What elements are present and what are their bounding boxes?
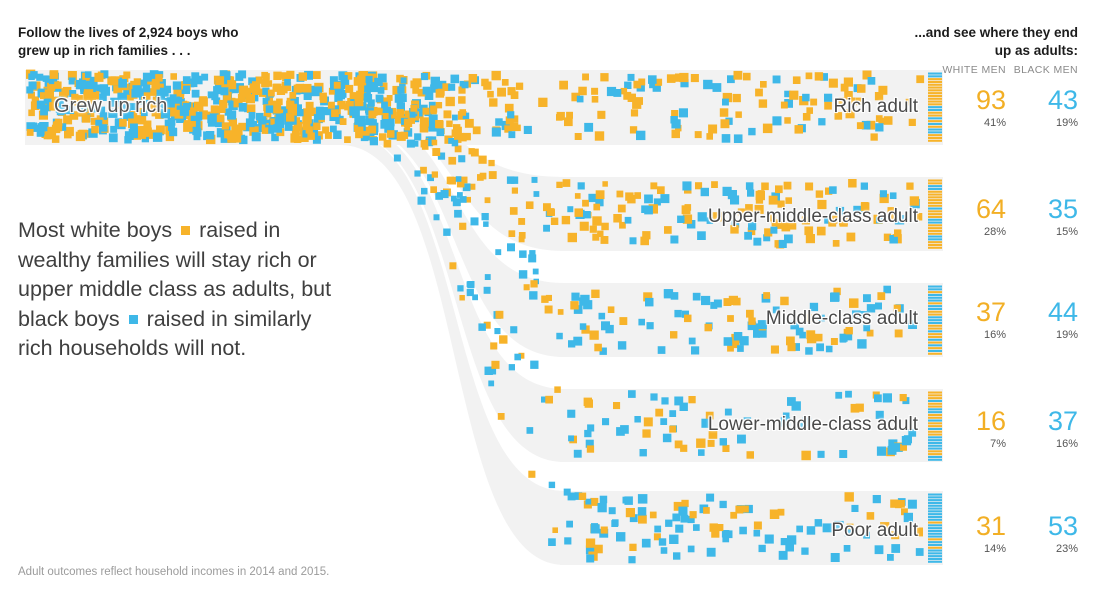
stat-white: 37 16% bbox=[940, 297, 1006, 342]
black-men-header: BLACK MEN bbox=[1013, 64, 1078, 76]
black-count: 35 bbox=[1047, 194, 1078, 224]
annotation-text: Most white boys raised in wealthy famili… bbox=[18, 216, 340, 364]
black-percent: 23% bbox=[1055, 543, 1078, 555]
stat-black: 53 23% bbox=[1010, 511, 1078, 556]
white-count: 64 bbox=[975, 194, 1006, 224]
black-count: 53 bbox=[1047, 511, 1078, 541]
band-label-upper-middle: Upper-middle-class adult bbox=[707, 206, 918, 227]
stat-row-lower-middle: 16 7% 37 16% bbox=[940, 406, 1080, 451]
white-count: 31 bbox=[975, 511, 1006, 541]
annotation-part2: raised in wealthy families will stay ric… bbox=[18, 218, 332, 331]
stat-white: 31 14% bbox=[940, 511, 1006, 556]
stat-black: 37 16% bbox=[1010, 406, 1078, 451]
stat-white: 64 28% bbox=[940, 194, 1006, 239]
stat-row-upper-middle: 64 28% 35 15% bbox=[940, 194, 1080, 239]
white-count: 93 bbox=[975, 85, 1006, 115]
white-count: 37 bbox=[975, 297, 1006, 327]
band-label-lower-middle: Lower-middle-class adult bbox=[707, 414, 918, 435]
stat-black: 44 19% bbox=[1010, 297, 1078, 342]
band-label-rich: Rich adult bbox=[833, 96, 919, 117]
band-label-poor: Poor adult bbox=[831, 520, 918, 541]
white-percent: 41% bbox=[983, 117, 1006, 129]
people-dots bbox=[26, 69, 925, 564]
white-men-header: WHITE MEN bbox=[942, 64, 1006, 76]
stat-black: 43 19% bbox=[1010, 85, 1078, 130]
black-count: 43 bbox=[1047, 85, 1078, 115]
white-boys-swatch-icon bbox=[181, 226, 191, 235]
chart-outro-line1: ...and see where they end bbox=[914, 25, 1078, 40]
black-percent: 19% bbox=[1055, 117, 1078, 129]
stat-white: 93 41% bbox=[940, 85, 1006, 130]
white-percent: 16% bbox=[983, 329, 1006, 341]
chart-intro-line1: Follow the lives of 2,924 boys who bbox=[18, 25, 239, 40]
stat-black: 35 15% bbox=[1010, 194, 1078, 239]
origin-band-label: Grew up rich bbox=[54, 95, 168, 117]
black-percent: 19% bbox=[1055, 329, 1078, 341]
stat-row-middle: 37 16% 44 19% bbox=[940, 297, 1080, 342]
black-boys-swatch-icon bbox=[128, 314, 138, 324]
chart-intro-line2: grew up in rich families . . . bbox=[18, 43, 191, 58]
black-percent: 16% bbox=[1055, 438, 1078, 450]
chart-intro: Follow the lives of 2,924 boys who grew … bbox=[18, 24, 239, 60]
white-percent: 14% bbox=[983, 543, 1006, 555]
flow-connectors bbox=[340, 92, 564, 565]
white-percent: 28% bbox=[983, 226, 1006, 238]
footnote: Adult outcomes reflect household incomes… bbox=[18, 566, 330, 578]
barcode-columns bbox=[928, 72, 942, 563]
annotation-part1: Most white boys bbox=[18, 218, 173, 242]
white-percent: 7% bbox=[990, 438, 1006, 450]
white-count: 16 bbox=[975, 406, 1006, 436]
black-count: 44 bbox=[1047, 297, 1078, 327]
band-label-middle: Middle-class adult bbox=[765, 308, 918, 329]
black-count: 37 bbox=[1047, 406, 1078, 436]
stat-white: 16 7% bbox=[940, 406, 1006, 451]
chart-outro: ...and see where they end up as adults: bbox=[914, 24, 1078, 60]
annotation-part3: raised in similarly rich households will… bbox=[18, 306, 312, 361]
stat-row-poor: 31 14% 53 23% bbox=[940, 511, 1080, 556]
black-percent: 15% bbox=[1055, 226, 1078, 238]
stat-row-rich: 93 41% 43 19% bbox=[940, 85, 1080, 130]
chart-outro-line2: up as adults: bbox=[994, 43, 1078, 58]
stats-column-headers: WHITE MEN BLACK MEN bbox=[940, 64, 1080, 76]
